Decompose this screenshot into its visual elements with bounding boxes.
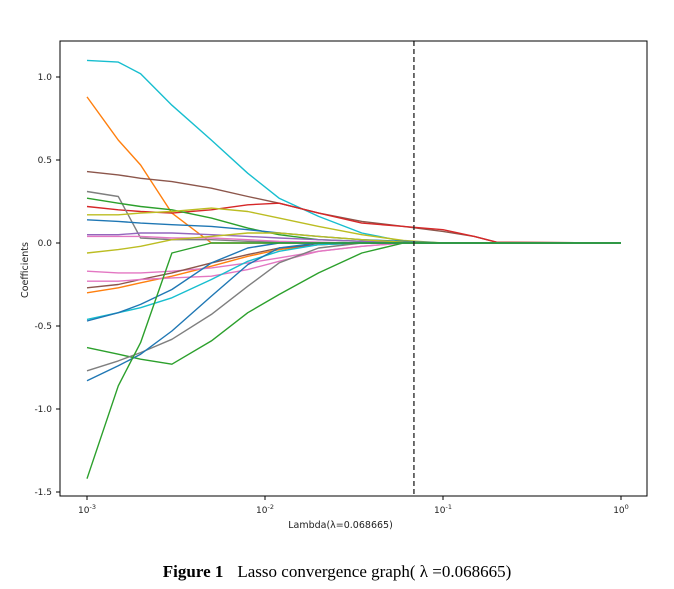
y-tick-label: -1.5 bbox=[34, 488, 52, 498]
series-line-coef-20 bbox=[86, 242, 621, 382]
series-line-coef-18 bbox=[86, 242, 621, 365]
series-line-coef-3 bbox=[86, 170, 622, 244]
series-line-coef-15 bbox=[87, 242, 621, 282]
y-tick-label: -1.0 bbox=[34, 405, 52, 415]
lasso-chart: 1.0 0.5 0.0 -0.5 -1.0 -1.5 10-3 10-2 10-1 100 Lamb… bbox=[20, 40, 648, 531]
series-line-coef-1 bbox=[86, 59, 621, 244]
x-tick-label: 10-1 bbox=[434, 503, 452, 516]
y-axis-title: Coefficients bbox=[20, 242, 31, 298]
series-line-coef-4 bbox=[86, 202, 622, 244]
series-line-coef-16 bbox=[86, 242, 621, 321]
y-tick-label: -0.5 bbox=[34, 322, 52, 332]
figure-caption: Figure 1 Lasso convergence graph( λ =0.06… bbox=[0, 562, 674, 582]
x-tick-label: 10-3 bbox=[78, 503, 96, 516]
plot-frame bbox=[59, 40, 648, 497]
caption-text: Lasso convergence graph( λ =0.068665) bbox=[237, 562, 512, 581]
series-line-coef-21 bbox=[86, 242, 621, 479]
y-tick-label: 0.0 bbox=[38, 239, 53, 249]
series-line-coef-19 bbox=[86, 242, 621, 372]
series-line-coef-17 bbox=[86, 242, 621, 322]
figure-label: Figure 1 bbox=[162, 562, 224, 581]
y-tick-label: 1.0 bbox=[38, 73, 53, 83]
series-line-coef-5 bbox=[86, 190, 621, 244]
series-group bbox=[86, 59, 622, 479]
x-axis-title: Lambda(λ=0.068665) bbox=[288, 520, 393, 531]
y-tick-label: 0.5 bbox=[38, 156, 52, 166]
x-tick-label: 10-2 bbox=[256, 503, 274, 516]
x-tick-label: 100 bbox=[613, 503, 629, 516]
